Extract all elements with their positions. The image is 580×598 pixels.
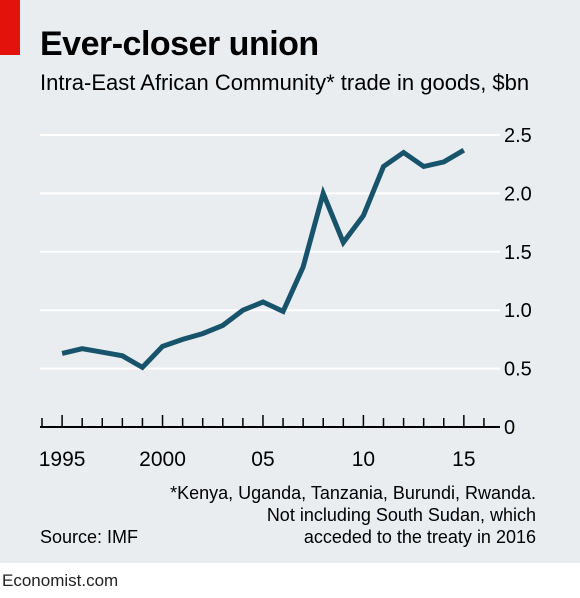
x-tick-label-3: 10: [352, 448, 375, 471]
y-tick-label-2: 1.0: [504, 300, 532, 322]
x-tick-label-4: 15: [452, 448, 475, 471]
gridlines: [40, 134, 500, 370]
y-tick-label-4: 2.0: [504, 183, 532, 205]
x-tick-label-2: 05: [251, 448, 274, 471]
series-layer: [61, 148, 466, 371]
x-tick-label-1: 2000: [139, 448, 186, 471]
footnote-line-2: Not including South Sudan, which: [266, 505, 536, 525]
accent-tag: [0, 0, 20, 55]
x-axis: [40, 415, 500, 428]
y-tick-label-3: 1.5: [504, 242, 532, 264]
chart-title: Ever-closer union: [40, 25, 319, 63]
footnote-line-1: *Kenya, Uganda, Tanzania, Burundi, Rwand…: [170, 483, 536, 503]
brand-watermark: Economist.com: [2, 571, 119, 590]
y-tick-label-5: 2.5: [504, 125, 532, 147]
x-tick-label-0: 1995: [39, 448, 86, 471]
source-note: Source: IMF: [40, 527, 139, 547]
chart-card: Ever-closer union Intra-East African Com…: [0, 0, 580, 563]
y-tick-label-0: 0: [504, 417, 515, 439]
x-tick-labels: 1995 2000 05 10 15: [39, 448, 476, 471]
plot-area: 0 0.5 1.0 1.5 2.0 2.5 1995 2000 05 10 15: [39, 125, 532, 471]
footnote-line-3: acceded to the treaty in 2016: [303, 527, 536, 547]
y-tick-label-1: 0.5: [504, 359, 532, 381]
y-tick-labels: 0 0.5 1.0 1.5 2.0 2.5: [504, 125, 532, 439]
chart-subtitle: Intra-East African Community* trade in g…: [40, 70, 530, 95]
series-line-0: [61, 148, 466, 371]
